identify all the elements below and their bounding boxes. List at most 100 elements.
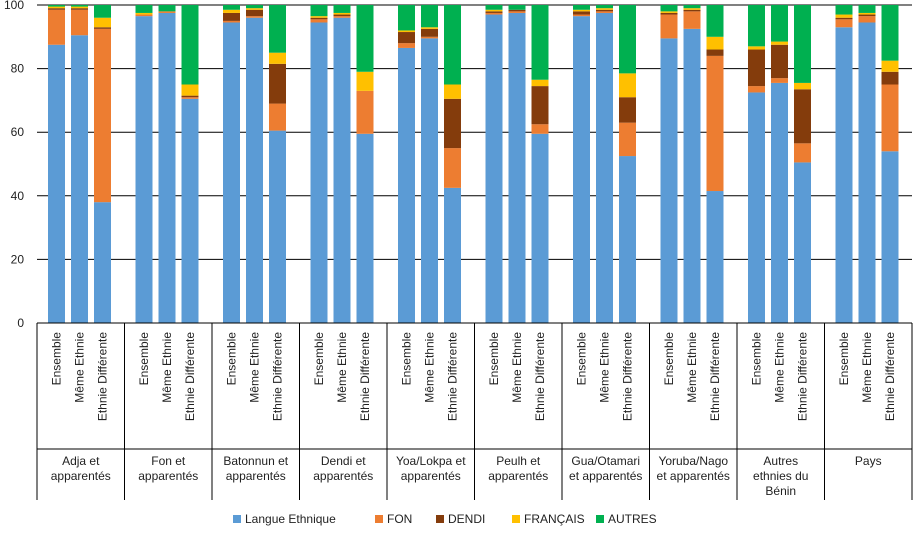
bar-segment [444, 5, 461, 85]
bar-segment [223, 5, 240, 10]
bar-segment [398, 43, 415, 48]
group-label: apparentés [226, 469, 286, 483]
bar-segment [421, 27, 438, 29]
bar-segment [310, 22, 328, 324]
bar-segment [269, 63, 286, 104]
group-label: et apparentés [569, 469, 642, 483]
bar-segment [71, 35, 88, 324]
bar-segment [181, 95, 199, 98]
bar-segment [881, 60, 899, 72]
bar-segment [748, 92, 765, 323]
bar-segment [421, 38, 438, 323]
bar-segment [444, 148, 461, 188]
group-label: Batonnun et [223, 454, 288, 468]
bar-segment [706, 55, 724, 192]
bar-segment [48, 5, 65, 7]
bar-segment [269, 52, 286, 64]
bar-segment [683, 9, 701, 12]
legend-swatch [512, 515, 520, 523]
bar-label: Même Ethnie [773, 332, 787, 403]
bar-segment [135, 5, 153, 13]
bar-label: Même Ethnie [510, 332, 524, 403]
bar-segment [748, 5, 765, 47]
group-label: Yoa/Lokpa et [396, 454, 466, 468]
bar-segment [660, 14, 678, 39]
bar-segment [48, 9, 65, 45]
bar-segment [158, 11, 176, 13]
bar-segment [794, 89, 811, 144]
bar-segment [531, 79, 549, 87]
bar-label: Ethnie Différente [708, 332, 722, 421]
bar-segment [485, 5, 503, 10]
bar-segment [310, 17, 328, 20]
bar-label: Ensemble [312, 332, 326, 386]
bar-segment [181, 98, 199, 323]
bar-segment [48, 6, 65, 9]
bar-segment [71, 8, 88, 10]
bar-segment [706, 49, 724, 56]
bar-segment [246, 9, 263, 17]
bar-label: Ethnie Différente [883, 332, 897, 421]
bar-segment [94, 28, 111, 203]
bar-label: Même Ethnie [335, 332, 349, 403]
bar-segment [310, 19, 328, 23]
bar-label: Ensemble [662, 332, 676, 386]
bar-segment [660, 5, 678, 12]
group-label: apparentés [313, 469, 373, 483]
bar-segment [660, 38, 678, 323]
bar-segment [398, 5, 415, 31]
bar-label: Ensemble [50, 332, 64, 386]
bar-segment [356, 71, 374, 91]
bar-segment [94, 27, 111, 29]
bar-segment [660, 11, 678, 13]
y-tick-label: 20 [11, 252, 25, 266]
bar-segment [858, 12, 876, 15]
bar-segment [619, 156, 636, 323]
bar-segment [94, 5, 111, 18]
bar-segment [683, 8, 701, 10]
group-label: apparentés [51, 469, 111, 483]
bar-label: Ethnie Différente [796, 332, 810, 421]
group-label: Gua/Otamari [571, 454, 640, 468]
bar-segment [246, 16, 263, 18]
bar-segment [135, 16, 153, 323]
bar-label: Ensemble [837, 332, 851, 386]
bar-segment [444, 187, 461, 323]
legend-label: AUTRES [608, 512, 657, 526]
bar-segment [223, 20, 240, 23]
bar-label: Ethnie Différente [621, 332, 635, 421]
bar-label: Ethnie Différente [446, 332, 460, 421]
bar-segment [835, 17, 853, 20]
bar-segment [683, 5, 701, 9]
bar-segment [881, 5, 899, 61]
bar-label: Même Ethnie [160, 332, 174, 403]
bar-segment [181, 5, 199, 85]
bar-segment [71, 5, 88, 7]
bar-segment [771, 5, 788, 42]
bar-segment [421, 28, 438, 37]
legend-swatch [436, 515, 444, 523]
group-label: Adja et [62, 454, 100, 468]
bar-segment [333, 14, 351, 17]
group-label: Pays [855, 454, 882, 468]
bar-label: Même Ethnie [423, 332, 437, 403]
bar-segment [356, 5, 374, 72]
bar-segment [223, 9, 240, 13]
bar-label: Ensemble [225, 332, 239, 386]
bar-segment [485, 11, 503, 13]
bar-segment [485, 14, 503, 323]
group-label: Peulh et [496, 454, 541, 468]
bar-segment [881, 151, 899, 323]
bar-segment [421, 36, 438, 39]
bar-segment [444, 84, 461, 99]
bar-label: Ensemble [487, 332, 501, 386]
bar-segment [269, 5, 286, 53]
y-tick-label: 100 [4, 0, 24, 12]
bar-segment [619, 5, 636, 74]
bar-segment [619, 122, 636, 157]
bar-label: Même Ethnie [860, 332, 874, 403]
bar-segment [794, 143, 811, 163]
bar-segment [706, 191, 724, 323]
